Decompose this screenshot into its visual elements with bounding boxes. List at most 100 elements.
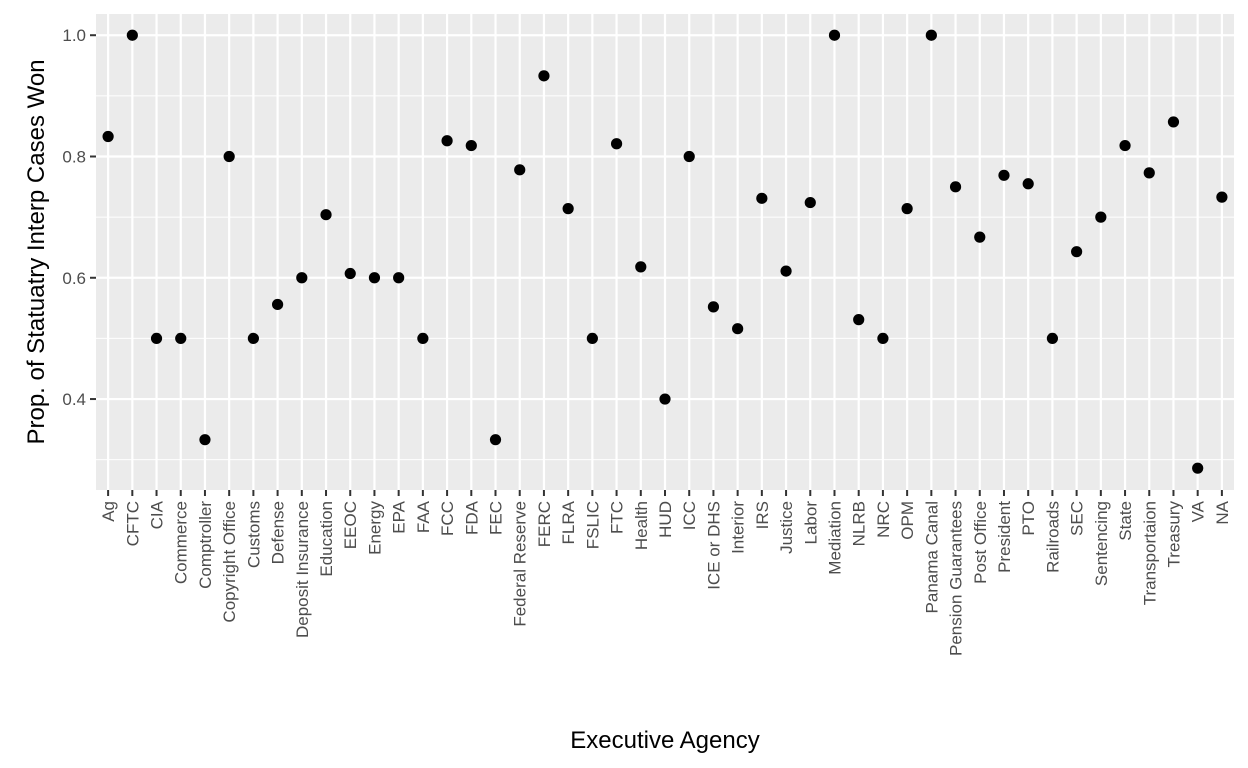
x-tick-label: State bbox=[1116, 501, 1135, 541]
x-tick-label: FAA bbox=[414, 500, 433, 533]
major-gridlines bbox=[96, 14, 1234, 490]
x-axis-title: Executive Agency bbox=[570, 727, 759, 754]
data-point bbox=[393, 272, 405, 284]
x-tick-label: Deposit Insurance bbox=[293, 501, 312, 638]
data-point bbox=[223, 150, 235, 163]
data-point bbox=[465, 139, 477, 152]
x-tick-label: Comptroller bbox=[196, 501, 215, 589]
data-point bbox=[974, 231, 986, 243]
x-tick-label: Post Office bbox=[971, 501, 990, 584]
data-point bbox=[417, 332, 429, 345]
data-point bbox=[1192, 462, 1204, 474]
data-point bbox=[489, 434, 502, 446]
data-point bbox=[925, 29, 937, 41]
x-tick-label: EEOC bbox=[341, 501, 360, 549]
data-point bbox=[732, 323, 744, 335]
y-axis: 0.4 0.6 0.8 1.0 bbox=[62, 26, 96, 409]
data-point bbox=[635, 261, 647, 273]
data-point bbox=[1143, 167, 1155, 179]
data-point bbox=[853, 314, 865, 326]
x-tick-label: Interior bbox=[729, 501, 748, 554]
data-point bbox=[1071, 246, 1083, 258]
data-point bbox=[828, 29, 841, 41]
data-point bbox=[756, 192, 768, 204]
data-point bbox=[271, 298, 284, 311]
x-tick-label: Mediation bbox=[825, 501, 844, 575]
x-tick-label: FSLIC bbox=[583, 501, 602, 549]
x-tick-label: Defense bbox=[269, 501, 288, 564]
x-tick-label: HUD bbox=[656, 501, 675, 538]
x-tick-label: EPA bbox=[390, 500, 409, 533]
data-point bbox=[586, 332, 598, 345]
data-point bbox=[659, 393, 671, 405]
x-tick-label: FCC bbox=[438, 501, 457, 536]
data-points bbox=[102, 29, 1228, 474]
data-point bbox=[538, 70, 550, 82]
x-tick-label: Labor bbox=[801, 501, 820, 545]
y-tick-label: 0.4 bbox=[62, 390, 86, 409]
y-tick-label: 0.8 bbox=[62, 147, 86, 166]
data-point bbox=[150, 332, 163, 345]
x-tick-label: VA bbox=[1189, 500, 1208, 522]
data-point bbox=[610, 138, 623, 150]
data-point bbox=[344, 267, 356, 280]
x-tick-label: Federal Reserve bbox=[511, 501, 530, 627]
data-point bbox=[368, 272, 381, 284]
x-tick-label: Sentencing bbox=[1092, 501, 1111, 586]
x-tick-label: FLRA bbox=[559, 500, 578, 544]
x-tick-label: Education bbox=[317, 501, 336, 577]
x-tick-label: SEC bbox=[1068, 501, 1087, 536]
y-axis-title: Prop. of Statuatry Interp Cases Won bbox=[23, 59, 50, 444]
data-point bbox=[1046, 332, 1059, 345]
data-point bbox=[949, 181, 962, 193]
data-point bbox=[296, 272, 308, 284]
x-tick-label: NA bbox=[1213, 500, 1232, 524]
x-tick-label: CFTC bbox=[123, 501, 142, 546]
data-point bbox=[102, 130, 114, 143]
x-tick-label: IRS bbox=[753, 501, 772, 529]
x-tick-label: ICC bbox=[680, 501, 699, 530]
x-tick-label: Treasury bbox=[1164, 501, 1183, 568]
data-point bbox=[1095, 211, 1107, 223]
data-point bbox=[126, 29, 138, 41]
x-tick-label: Energy bbox=[365, 501, 384, 555]
x-tick-label: Railroads bbox=[1043, 501, 1062, 573]
data-point bbox=[877, 332, 889, 345]
data-point bbox=[320, 209, 332, 221]
data-point bbox=[1022, 178, 1034, 190]
data-point bbox=[1216, 191, 1228, 203]
data-point bbox=[901, 203, 913, 215]
data-point bbox=[683, 150, 695, 163]
data-point bbox=[514, 164, 526, 176]
x-tick-label: FDA bbox=[462, 500, 481, 535]
x-tick-label: PTO bbox=[1019, 501, 1038, 536]
x-tick-label: FTC bbox=[608, 501, 627, 534]
data-point bbox=[804, 196, 816, 209]
x-tick-label: Health bbox=[632, 501, 651, 550]
data-point bbox=[707, 301, 720, 313]
y-tick-label: 0.6 bbox=[62, 269, 86, 288]
x-tick-label: ICE or DHS bbox=[704, 501, 723, 590]
x-tick-label: NRC bbox=[874, 501, 893, 538]
x-tick-label: Pension Guarantees bbox=[947, 501, 966, 656]
data-point bbox=[247, 332, 259, 345]
x-tick-label: OPM bbox=[898, 501, 917, 540]
data-point bbox=[1119, 139, 1131, 152]
data-point bbox=[780, 265, 792, 277]
data-point bbox=[175, 332, 187, 345]
y-tick-label: 1.0 bbox=[62, 26, 86, 45]
data-point bbox=[998, 169, 1010, 181]
data-point bbox=[1167, 116, 1180, 128]
x-tick-label: Panama Canal bbox=[922, 501, 941, 613]
x-tick-label: Justice bbox=[777, 501, 796, 554]
x-tick-label: CIA bbox=[148, 500, 167, 529]
x-tick-label: Commerce bbox=[172, 501, 191, 584]
x-tick-label: FERC bbox=[535, 501, 554, 547]
x-tick-label: Ag bbox=[99, 501, 118, 522]
x-axis: Ag CFTC CIA Commerce Comptroller Copyright Of… bbox=[99, 490, 1232, 656]
data-point bbox=[562, 203, 574, 215]
x-tick-label: President bbox=[995, 501, 1014, 573]
x-tick-label: NLRB bbox=[850, 501, 869, 546]
